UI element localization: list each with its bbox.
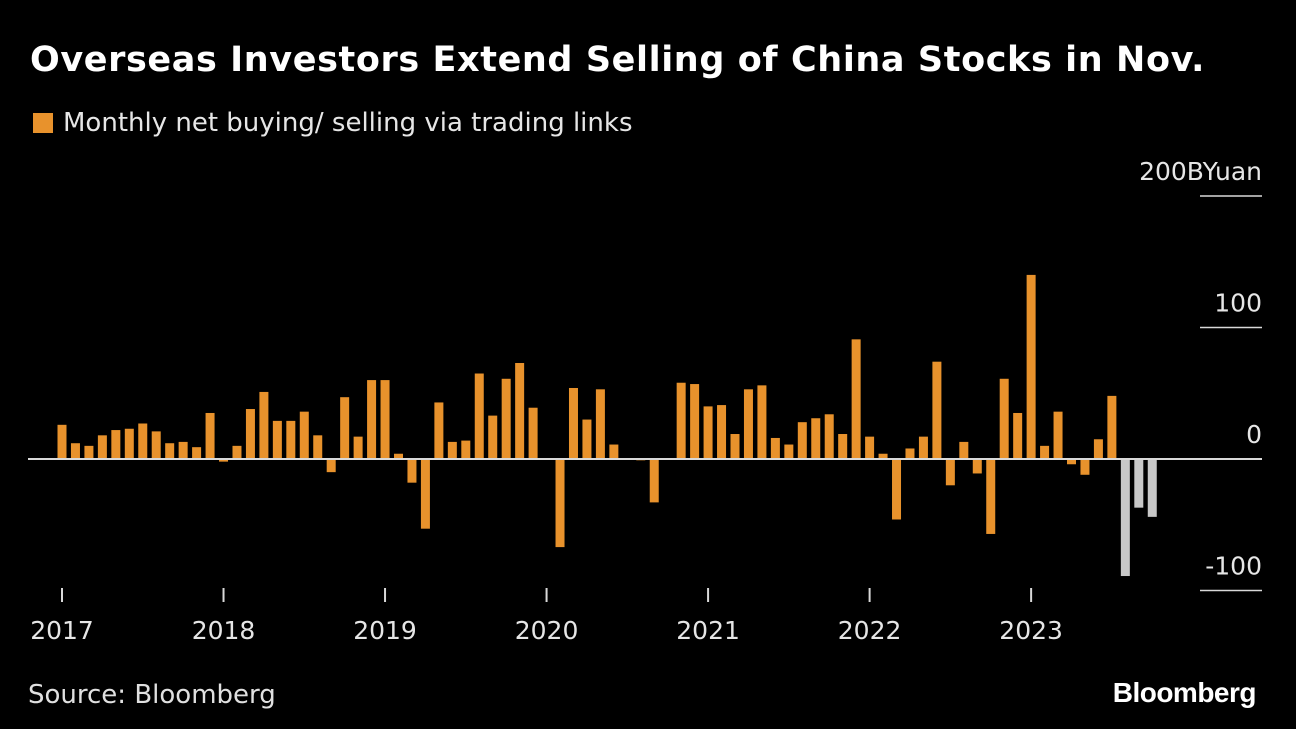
- bar: [757, 385, 767, 459]
- x-tick-label: 2021: [676, 616, 740, 645]
- bar: [340, 397, 350, 459]
- bar: [878, 453, 888, 459]
- bar: [730, 434, 740, 459]
- bar: [905, 448, 915, 459]
- bar: [972, 459, 982, 474]
- x-tick-label: 2019: [353, 616, 417, 645]
- bar: [245, 409, 255, 459]
- y-tick-label: -100: [1205, 552, 1262, 581]
- x-tick-label: 2022: [838, 616, 902, 645]
- chart-title: Overseas Investors Extend Selling of Chi…: [30, 40, 1206, 80]
- bar: [219, 459, 229, 462]
- bar: [1093, 439, 1103, 459]
- bar: [743, 389, 753, 459]
- bar: [394, 453, 403, 459]
- bar: [488, 415, 498, 459]
- bar: [1026, 274, 1036, 459]
- bar: [97, 435, 107, 459]
- bar: [838, 434, 848, 459]
- bar: [582, 419, 592, 459]
- bar: [528, 407, 538, 459]
- y-tick-label: 100: [1214, 289, 1262, 318]
- bar: [313, 435, 323, 459]
- bar: [1080, 459, 1090, 475]
- bar: [447, 441, 457, 459]
- bar: [380, 380, 390, 459]
- bar: [649, 459, 659, 503]
- bar: [865, 436, 875, 459]
- bar: [1107, 395, 1117, 459]
- bar: [461, 440, 471, 459]
- x-tick-label: 2018: [192, 616, 256, 645]
- bar: [609, 444, 619, 459]
- bar: [932, 361, 942, 459]
- bar: [1067, 459, 1076, 465]
- x-tick-label: 2020: [515, 616, 579, 645]
- bar: [286, 420, 296, 459]
- bar: [797, 422, 807, 459]
- bar: [717, 405, 727, 459]
- bar: [70, 443, 80, 459]
- bar: [811, 418, 821, 460]
- bar: [178, 441, 188, 459]
- bar: [568, 387, 578, 459]
- bar: [407, 459, 417, 483]
- bar: [111, 430, 121, 459]
- bar: [690, 384, 700, 459]
- bar: [851, 339, 861, 459]
- bar: [999, 378, 1009, 459]
- bar: [892, 459, 902, 520]
- bar: [138, 423, 148, 459]
- legend: Monthly net buying/ selling via trading …: [33, 108, 633, 138]
- bar: [259, 391, 269, 459]
- source-note: Source: Bloomberg: [28, 680, 276, 710]
- legend-swatch: [33, 113, 53, 133]
- x-tick-label: 2023: [999, 616, 1063, 645]
- bar: [918, 436, 928, 459]
- bar: [1120, 459, 1130, 577]
- y-tick-label: 200BYuan: [1139, 157, 1262, 186]
- bar: [770, 437, 780, 459]
- bar: [501, 378, 511, 459]
- bar: [703, 406, 713, 459]
- bar: [474, 373, 484, 459]
- bar: [420, 459, 430, 529]
- bar: [676, 382, 686, 459]
- bar: [959, 441, 969, 459]
- bar: [353, 436, 363, 459]
- bar: [124, 428, 134, 459]
- bar: [299, 411, 309, 459]
- bar: [1013, 412, 1023, 459]
- bar: [57, 424, 67, 459]
- bar: [555, 459, 565, 548]
- bar: [367, 380, 377, 459]
- bar: [945, 459, 955, 486]
- bar: [784, 444, 794, 459]
- bar: [595, 389, 605, 459]
- bar: [192, 447, 202, 459]
- bar: [272, 420, 282, 459]
- bar: [232, 445, 242, 459]
- bar: [1040, 445, 1050, 459]
- bar: [1134, 459, 1144, 508]
- bar: [84, 445, 94, 459]
- bar: [326, 459, 336, 473]
- bloomberg-logo: Bloomberg: [1112, 677, 1257, 708]
- bar: [165, 443, 175, 459]
- bar: [1147, 459, 1157, 517]
- bar: [434, 402, 444, 459]
- bar: [986, 459, 996, 534]
- bar: [151, 431, 161, 459]
- bar: [205, 412, 215, 459]
- bar: [824, 414, 834, 459]
- legend-label: Monthly net buying/ selling via trading …: [63, 108, 633, 138]
- bar: [1053, 411, 1063, 459]
- bar: [515, 363, 525, 459]
- x-tick-label: 2017: [30, 616, 94, 645]
- y-tick-label: 0: [1246, 420, 1262, 449]
